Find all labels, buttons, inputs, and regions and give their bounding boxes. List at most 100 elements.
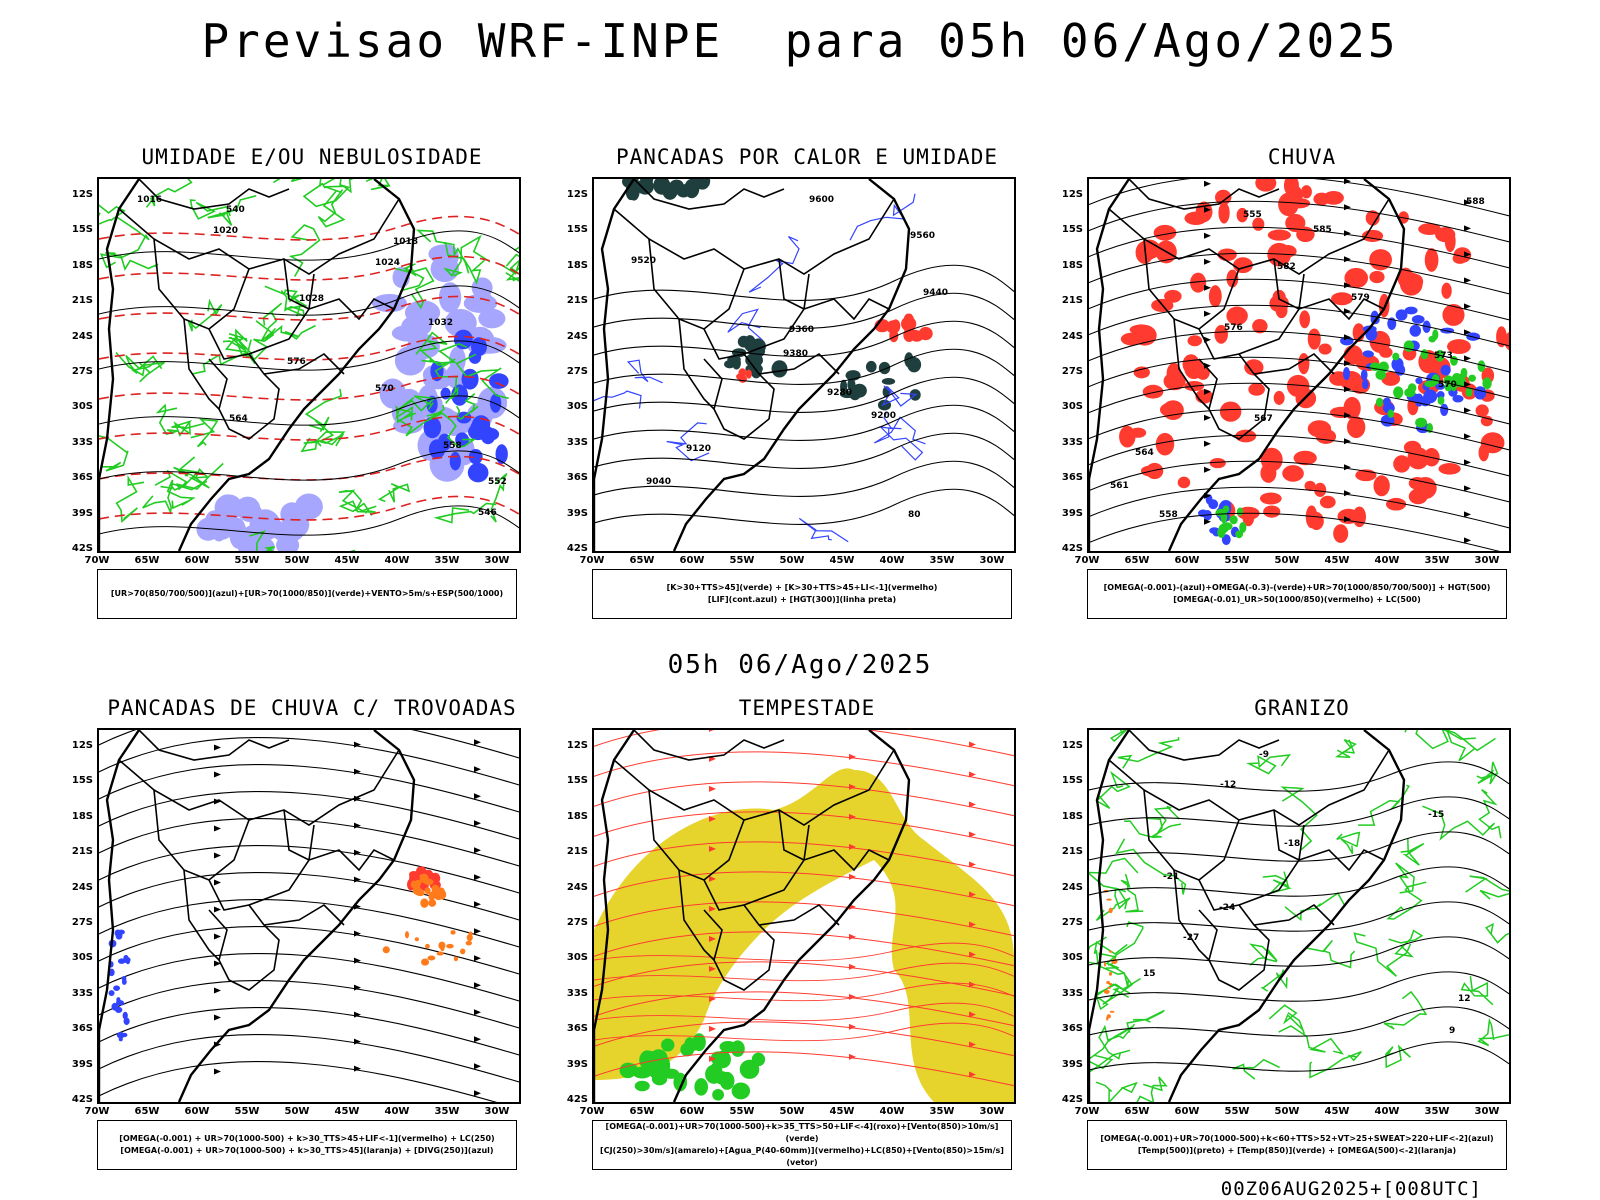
contour-label: 1020 (213, 226, 238, 236)
lon-tick-label: 35W (434, 1106, 460, 1117)
lat-tick-label: 18S (1061, 259, 1083, 271)
contour-label: 585 (1313, 225, 1332, 235)
lon-tick-label: 55W (729, 555, 755, 566)
map-plot-area: 9600 9560 9520 9440 9360 9380 9280 9200 9120 9040… (592, 177, 1016, 553)
lat-tick-label: 21S (566, 295, 588, 307)
contour-label: 9360 (789, 325, 814, 335)
lat-tick-label: 12S (1061, 740, 1083, 751)
panel-title: TEMPESTADE (738, 696, 876, 720)
lon-tick-label: 30W (979, 1106, 1005, 1117)
lat-tick-label: 18S (71, 259, 93, 271)
contour-label: 570 (1438, 380, 1457, 390)
lat-tick-label: 12S (71, 740, 93, 751)
lat-tick-label: 24S (71, 881, 93, 893)
panel-legend: [OMEGA(-0.001)+UR>70(1000-500)+k>35_TTS>… (592, 1120, 1012, 1170)
map-plot-area (97, 728, 521, 1104)
main-title: Previsao WRF-INPE para 05h 06/Ago/2025 (201, 14, 1399, 68)
contour-label: 9280 (827, 388, 852, 398)
lon-tick-label: 65W (134, 1106, 160, 1117)
contour-label: 9380 (783, 349, 808, 359)
contour-label: 1018 (393, 237, 418, 247)
lon-tick-label: 35W (434, 555, 460, 566)
lat-tick-label: 42S (71, 1094, 93, 1105)
panel-legend: [K>30+TTS>45](verde) + [K>30+TTS>45+LI<-… (592, 569, 1012, 619)
panel-legend: [UR>70(850/700/500)](azul)+[UR>70(1000/8… (97, 569, 517, 619)
lon-tick-label: 50W (284, 555, 310, 566)
lat-tick-label: 30S (71, 952, 93, 964)
lon-tick-label: 55W (234, 555, 260, 566)
map-plot-area: 1016 1020 1024 1028 1032 576 570 564 558 552 546 54… (97, 177, 521, 553)
contour-label: 564 (1135, 448, 1154, 458)
contour-label: 558 (1159, 510, 1178, 520)
contour-label: -15 (1428, 810, 1444, 820)
contour-label: 555 (1243, 210, 1262, 220)
map-plot-area: 588 585 582 579 576 573 570 567 564 561 558 555 (1087, 177, 1511, 553)
lat-tick-label: 21S (71, 295, 93, 307)
contour-label: 9200 (871, 411, 896, 421)
contour-label: 573 (1434, 351, 1453, 361)
lon-tick-label: 40W (384, 1106, 410, 1117)
lon-tick-label: 45W (1324, 1106, 1350, 1117)
contour-label: 576 (1224, 323, 1243, 333)
contour-label: 1024 (375, 258, 400, 268)
panel-title: PANCADAS DE CHUVA C/ TROVOADAS (107, 696, 517, 720)
lat-tick-label: 15S (71, 775, 93, 787)
lon-tick-label: 50W (779, 555, 805, 566)
lon-tick-label: 30W (979, 555, 1005, 566)
contour-label: -9 (1259, 750, 1269, 760)
contour-label: 1032 (428, 318, 453, 328)
lon-tick-label: 30W (484, 1106, 510, 1117)
legend-line: [OMEGA(-0.001)-(azul)+OMEGA(-0.3)-(verde… (1103, 583, 1491, 592)
lon-tick-label: 35W (929, 1106, 955, 1117)
contour-label: 15 (1143, 969, 1156, 979)
contour-label: 561 (1110, 481, 1129, 491)
contour-label: 9520 (631, 256, 656, 266)
lon-tick-label: 65W (134, 555, 160, 566)
lat-tick-label: 33S (1061, 987, 1083, 999)
lat-tick-label: 30S (566, 401, 588, 413)
lon-tick-label: 55W (729, 1106, 755, 1117)
valid-time-title: 05h 06/Ago/2025 (667, 650, 933, 680)
lon-tick-label: 40W (879, 555, 905, 566)
lat-tick-label: 36S (1061, 472, 1083, 484)
lat-tick-label: 33S (566, 436, 588, 448)
lat-tick-label: 18S (566, 810, 588, 822)
lat-tick-label: 24S (566, 881, 588, 893)
lat-tick-label: 12S (566, 189, 588, 200)
lon-tick-label: 35W (1424, 1106, 1450, 1117)
lat-tick-label: 15S (71, 224, 93, 236)
lat-tick-label: 30S (1061, 401, 1083, 413)
lat-tick-label: 21S (71, 846, 93, 858)
lat-tick-label: 15S (1061, 224, 1083, 236)
lon-tick-label: 40W (879, 1106, 905, 1117)
lon-tick-label: 35W (1424, 555, 1450, 566)
lat-tick-label: 39S (1061, 1058, 1083, 1070)
lon-tick-label: 45W (829, 555, 855, 566)
legend-line: [OMEGA(-0.01)_UR>50(1000/850)(vermelho) … (1173, 595, 1421, 604)
lat-tick-label: 42S (1061, 1094, 1083, 1105)
contour-label: 558 (443, 441, 462, 451)
legend-line: [K>30+TTS>45](verde) + [K>30+TTS>45+LI<-… (666, 583, 938, 592)
panel-legend: [OMEGA(-0.001)+UR>70(1000-500)+k<60+TTS>… (1087, 1120, 1507, 1170)
legend-line: [OMEGA(-0.001) + UR>70(1000-500) + k>30_… (120, 1146, 494, 1155)
lon-tick-label: 45W (1324, 555, 1350, 566)
lat-tick-label: 42S (1061, 543, 1083, 554)
contour-label: 552 (488, 477, 507, 487)
lon-tick-label: 50W (1274, 555, 1300, 566)
lat-tick-label: 27S (71, 366, 93, 377)
contour-label: 582 (1277, 262, 1296, 272)
legend-line: [LIF](cont.azul) + [HGT(300)](linha pret… (707, 595, 897, 604)
contour-label: 9560 (910, 231, 935, 241)
lat-tick-label: 24S (1061, 330, 1083, 342)
lat-tick-label: 24S (71, 330, 93, 342)
contour-label: 12 (1458, 994, 1471, 1004)
lat-tick-label: 18S (1061, 810, 1083, 822)
lat-tick-label: 15S (566, 224, 588, 236)
contour-label: 9600 (809, 195, 834, 205)
lon-tick-label: 65W (1124, 555, 1150, 566)
lon-tick-label: 60W (184, 1106, 210, 1117)
lat-tick-label: 39S (71, 1058, 93, 1070)
lon-tick-label: 45W (334, 555, 360, 566)
lat-tick-label: 15S (566, 775, 588, 787)
contour-label: 576 (287, 357, 306, 367)
